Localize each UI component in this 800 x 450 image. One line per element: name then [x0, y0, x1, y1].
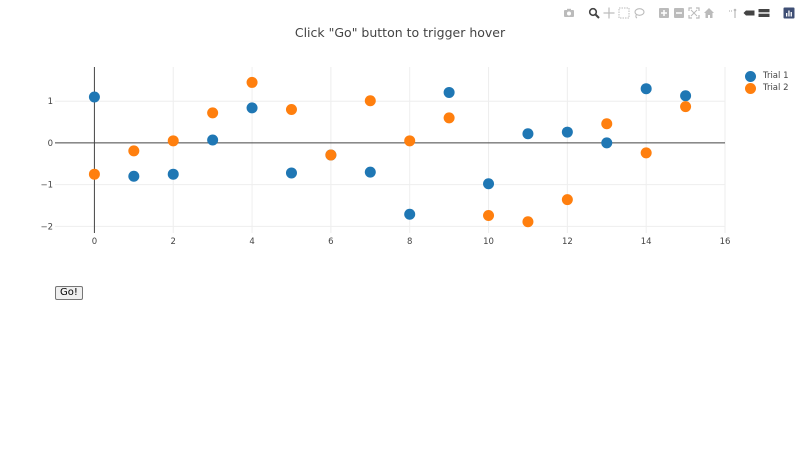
data-point-trial-1[interactable]: [404, 208, 416, 220]
box-select-icon[interactable]: [616, 5, 631, 21]
data-point-trial-2[interactable]: [285, 104, 297, 116]
modebar-group-drag: [586, 5, 646, 21]
data-point-trial-1[interactable]: [443, 86, 455, 98]
chart-title: Click "Go" button to trigger hover: [294, 25, 506, 40]
legend-label: Trial 1: [763, 71, 789, 81]
plotly-logo-icon[interactable]: [781, 5, 796, 21]
trial-1-marker-icon: [745, 70, 756, 82]
data-point-trial-1[interactable]: [522, 128, 534, 140]
data-point-trial-1[interactable]: [88, 91, 100, 103]
legend: Trial 1 Trial 2: [745, 70, 788, 94]
modebar-group-zoom: [656, 5, 716, 21]
modebar-group-hover: [726, 5, 771, 21]
data-point-trial-2[interactable]: [246, 76, 258, 88]
data-point-trial-2[interactable]: [680, 101, 692, 113]
camera-icon[interactable]: [561, 5, 576, 21]
x-tick-label: 6: [328, 237, 333, 247]
hover-closest-icon[interactable]: [741, 5, 756, 21]
data-point-trial-2[interactable]: [483, 209, 495, 221]
data-point-trial-1[interactable]: [207, 134, 219, 146]
data-point-trial-2[interactable]: [443, 112, 455, 124]
data-point-trial-2[interactable]: [364, 95, 376, 107]
data-point-trial-1[interactable]: [601, 137, 613, 149]
data-point-trial-2[interactable]: [167, 135, 179, 147]
data-point-trial-1[interactable]: [364, 166, 376, 178]
data-point-trial-2[interactable]: [128, 145, 140, 157]
y-tick-label: −1: [40, 181, 53, 191]
modebar: [551, 5, 796, 21]
data-point-trial-2[interactable]: [601, 118, 613, 130]
data-point-trial-1[interactable]: [167, 168, 179, 180]
y-tick-label: −2: [40, 222, 53, 232]
data-point-trial-2[interactable]: [522, 216, 534, 228]
x-tick-label: 10: [483, 237, 494, 247]
legend-label: Trial 2: [763, 83, 789, 93]
go-button[interactable]: Go!: [55, 286, 83, 300]
zoom-icon[interactable]: [586, 5, 601, 21]
data-point-trial-2[interactable]: [404, 135, 416, 147]
modebar-group-export: [561, 5, 576, 21]
legend-item-trial-2[interactable]: Trial 2: [745, 82, 788, 94]
data-point-trial-2[interactable]: [561, 194, 573, 206]
x-tick-label: 16: [720, 237, 731, 247]
autoscale-icon[interactable]: [686, 5, 701, 21]
y-tick-label: 1: [48, 97, 53, 107]
lasso-select-icon[interactable]: [631, 5, 646, 21]
spike-lines-icon[interactable]: [726, 5, 741, 21]
x-tick-label: 4: [249, 237, 254, 247]
data-point-trial-1[interactable]: [285, 167, 297, 179]
reset-axes-icon[interactable]: [701, 5, 716, 21]
y-tick-label: 0: [48, 139, 53, 149]
x-tick-label: 14: [641, 237, 652, 247]
data-point-trial-2[interactable]: [88, 168, 100, 180]
zoom-in-icon[interactable]: [656, 5, 671, 21]
x-tick-label: 8: [407, 237, 412, 247]
x-tick-label: 12: [562, 237, 573, 247]
data-point-trial-1[interactable]: [246, 102, 258, 114]
data-point-trial-1[interactable]: [680, 90, 692, 102]
data-point-trial-1[interactable]: [640, 83, 652, 95]
zoom-out-icon[interactable]: [671, 5, 686, 21]
x-tick-label: 2: [171, 237, 176, 247]
x-tick-label: 0: [92, 237, 97, 247]
hover-compare-icon[interactable]: [756, 5, 771, 21]
legend-item-trial-1[interactable]: Trial 1: [745, 70, 788, 82]
data-point-trial-2[interactable]: [207, 107, 219, 119]
data-point-trial-2[interactable]: [325, 149, 337, 161]
data-point-trial-1[interactable]: [483, 178, 495, 190]
data-point-trial-1[interactable]: [561, 126, 573, 138]
trial-2-marker-icon: [745, 82, 756, 94]
plot-container: Click "Go" button to trigger hover 0 2 4 6 8…: [0, 0, 800, 260]
data-point-trial-1[interactable]: [128, 170, 140, 182]
data-point-trial-2[interactable]: [640, 147, 652, 159]
pan-icon[interactable]: [601, 5, 616, 21]
modebar-group-logo: [781, 5, 796, 21]
